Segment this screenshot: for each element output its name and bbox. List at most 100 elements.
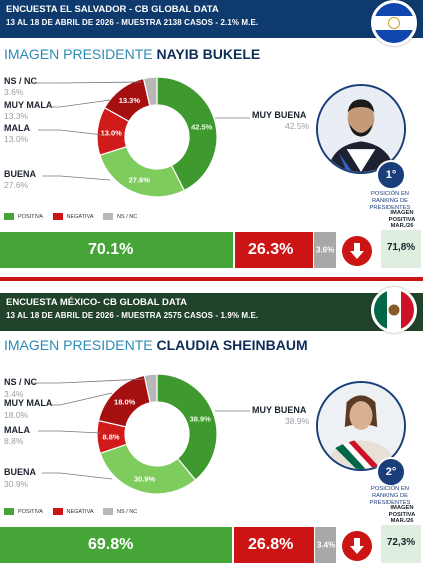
panel-el-salvador: ENCUESTA EL SALVADOR - CB GLOBAL DATA 13… — [0, 0, 423, 281]
slice-nsnc — [143, 373, 158, 404]
imagen-positiva-box: 71,8% — [381, 230, 421, 268]
imagen-positiva-box: 72,3% — [381, 525, 421, 563]
label-buena: BUENA — [4, 169, 37, 179]
legend-item-positive: POSITIVA — [4, 508, 43, 515]
label-nsnc: NS / NC — [4, 76, 38, 86]
value-buena: 27.6% — [4, 180, 29, 190]
slice-label-mala: 13.0% — [101, 128, 123, 137]
president-name: NAYIB BUKELE — [156, 46, 261, 62]
slice-muy-buena — [156, 373, 218, 481]
label-muy-mala: MUY MALA — [4, 398, 53, 408]
slice-label-muy-buena: 42.5% — [191, 122, 213, 131]
rank-badge: 1° — [376, 160, 406, 190]
president-portrait — [316, 84, 406, 174]
title-prefix: IMAGEN PRESIDENTE — [4, 46, 153, 62]
arrow-down-icon — [342, 236, 372, 266]
president-title: IMAGEN PRESIDENTE CLAUDIA SHEINBAUM — [4, 337, 308, 353]
legend-swatch-nsnc — [103, 213, 114, 220]
el-salvador-flag — [371, 0, 417, 46]
value-muy-mala: 18.0% — [4, 410, 29, 420]
rank-badge: 2° — [376, 457, 406, 487]
legend-item-positive: POSITIVA — [4, 213, 43, 220]
slice-label-muy-buena: 38.9% — [190, 414, 212, 423]
president-title: IMAGEN PRESIDENTE NAYIB BUKELE — [4, 46, 260, 62]
bar-positive-value: 69.8% — [88, 536, 134, 553]
label-mala: MALA — [4, 123, 30, 133]
label-mala: MALA — [4, 425, 30, 435]
rank-caption: POSICIÓN EN RANKING DE PRESIDENTES — [369, 486, 411, 506]
summary-bar: 69.8% 26.8% 3.4% — [0, 527, 336, 563]
legend-item-negative: NEGATIVA — [52, 213, 94, 220]
slice-buena — [99, 145, 186, 198]
panel-mexico: ENCUESTA MÉXICO- CB GLOBAL DATA 13 AL 18… — [0, 283, 423, 566]
imagen-positiva-label: IMAGEN POSITIVA MAR./26 — [388, 210, 416, 229]
donut-chart: 42.5% 27.6% 13.0% 13.3% — [96, 76, 218, 198]
value-nsnc: 3.6% — [4, 87, 24, 97]
legend-label-positive: POSITIVA — [18, 508, 43, 515]
bar-nsnc-value: 3.6% — [316, 245, 335, 255]
slice-buena — [99, 443, 197, 495]
label-nsnc: NS / NC — [4, 377, 38, 387]
legend-item-nsnc: NS / NC — [103, 213, 137, 220]
slice-label-buena: 30.9% — [134, 474, 156, 483]
survey-header: ENCUESTA EL SALVADOR - CB GLOBAL DATA 13… — [0, 0, 423, 38]
president-portrait — [316, 381, 406, 471]
value-mala: 13.0% — [4, 134, 29, 144]
mexico-flag — [371, 287, 417, 333]
label-muy-buena: MUY BUENA — [252, 405, 307, 415]
legend-item-negative: NEGATIVA — [52, 508, 94, 515]
slice-label-mala: 8.8% — [103, 432, 120, 441]
president-name: CLAUDIA SHEINBAUM — [156, 337, 308, 353]
header-title: ENCUESTA EL SALVADOR - CB GLOBAL DATA — [6, 4, 219, 15]
bar-positive: 69.8% — [0, 527, 232, 563]
donut-chart: 38.9% 30.9% 8.8% 18.0% — [96, 373, 218, 495]
header-subtitle: 13 AL 18 DE ABRIL DE 2026 - MUESTRA 2138… — [6, 18, 259, 27]
header-subtitle: 13 AL 18 DE ABRIL DE 2026 - MUESTRA 2575… — [6, 311, 259, 320]
bar-positive: 70.1% — [0, 232, 233, 268]
value-nsnc: 3.4% — [4, 389, 24, 399]
legend: POSITIVA NEGATIVA NS / NC — [4, 213, 145, 220]
imagen-positiva-value: 71,8% — [386, 242, 416, 253]
value-muy-mala: 13.3% — [4, 111, 29, 121]
value-muy-buena: 42.5% — [285, 121, 310, 131]
legend-label-positive: POSITIVA — [18, 213, 43, 220]
label-muy-buena: MUY BUENA — [252, 110, 307, 120]
survey-header: ENCUESTA MÉXICO- CB GLOBAL DATA 13 AL 18… — [0, 293, 423, 331]
slice-label-buena: 27.6% — [129, 175, 151, 184]
bar-nsnc-value: 3.4% — [317, 540, 336, 550]
bar-nsnc: 3.6% — [314, 232, 336, 268]
bar-negative: 26.8% — [234, 527, 314, 563]
legend-label-nsnc: NS / NC — [117, 508, 138, 515]
slice-nsnc — [142, 76, 158, 107]
bar-nsnc: 3.4% — [315, 527, 336, 563]
bar-negative-value: 26.3% — [248, 241, 294, 258]
label-muy-mala: MUY MALA — [4, 100, 53, 110]
legend-swatch-positive — [4, 508, 14, 515]
value-buena: 30.9% — [4, 479, 29, 489]
legend-swatch-nsnc — [103, 508, 114, 515]
bar-negative: 26.3% — [235, 232, 313, 268]
label-buena: BUENA — [4, 467, 37, 477]
title-prefix: IMAGEN PRESIDENTE — [4, 337, 153, 353]
header-title: ENCUESTA MÉXICO- CB GLOBAL DATA — [6, 297, 188, 308]
imagen-positiva-value: 72,3% — [386, 537, 416, 548]
legend-item-nsnc: NS / NC — [103, 508, 137, 515]
rank-caption: POSICIÓN EN RANKING DE PRESIDENTES — [369, 191, 411, 211]
bar-negative-value: 26.8% — [248, 536, 294, 553]
legend-swatch-negative — [52, 508, 63, 515]
legend-swatch-negative — [52, 213, 63, 220]
value-mala: 8.8% — [4, 436, 24, 446]
legend-label-negative: NEGATIVA — [66, 213, 94, 220]
slice-muy-buena — [156, 76, 218, 192]
bar-positive-value: 70.1% — [88, 241, 134, 258]
legend-label-negative: NEGATIVA — [66, 508, 94, 515]
arrow-down-icon — [342, 531, 372, 561]
section-divider — [0, 277, 423, 281]
legend-label-nsnc: NS / NC — [117, 213, 138, 220]
value-muy-buena: 38.9% — [285, 416, 310, 426]
slice-label-muy-mala: 13.3% — [119, 96, 141, 105]
imagen-positiva-label: IMAGEN POSITIVA MAR./26 — [388, 505, 416, 524]
legend-swatch-positive — [4, 213, 14, 220]
summary-bar: 70.1% 26.3% 3.6% — [0, 232, 336, 268]
slice-label-muy-mala: 18.0% — [114, 397, 136, 406]
